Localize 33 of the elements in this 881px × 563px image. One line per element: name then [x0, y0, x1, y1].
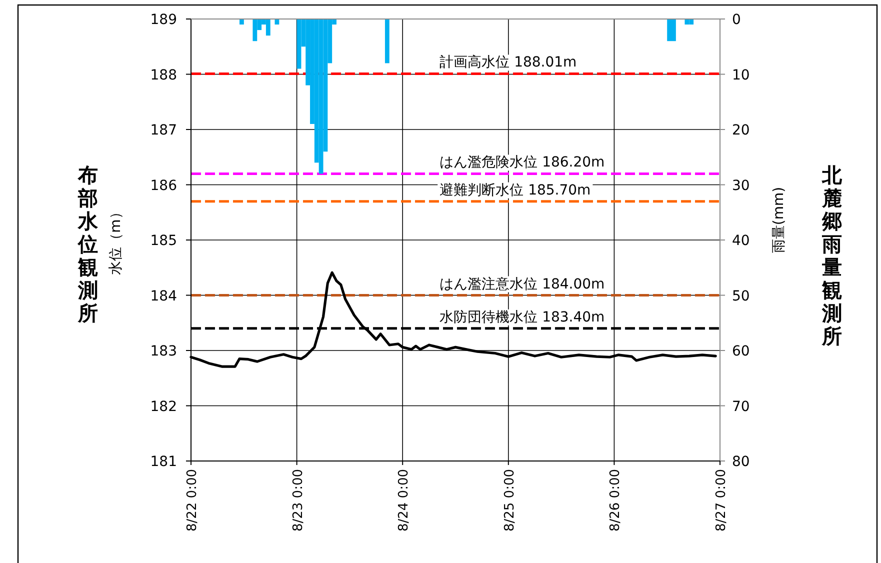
text: 布部水位観測所 [77, 163, 99, 325]
y-tick-label: 182 [150, 398, 177, 415]
ref-line-label: 水防団待機水位 183.40m [440, 309, 605, 326]
y-tick-label: 183 [150, 344, 177, 360]
y2-axis-title: 雨量(mm) [771, 186, 787, 254]
x-tick-label: 8/22 0:00 [185, 469, 200, 532]
ref-line-label: 避難判断水位 185.70m [440, 182, 591, 198]
x-tick-label: 8/23 0:00 [290, 469, 306, 532]
y2-tick-label: 40 [732, 233, 750, 249]
y2-tick-label: 10 [732, 67, 750, 84]
y2-tick-label: 30 [732, 178, 750, 194]
y-tick-label: 189 [150, 12, 177, 28]
ref-line-label: 計画高水位 188.01m [440, 54, 577, 71]
y-tick-label: 181 [150, 454, 177, 470]
y2-tick-label: 60 [732, 344, 750, 360]
y2-tick-label: 20 [732, 122, 750, 138]
y2-tick-label: 0 [732, 12, 741, 28]
y-tick-label: 186 [150, 178, 178, 194]
y-tick-label: 185 [150, 233, 177, 249]
x-tick-label: 8/26 0:00 [608, 469, 624, 532]
x-tick-label: 8/27 0:00 [714, 469, 729, 532]
ref-line-label: はん濫危険水位 186.20m [440, 154, 605, 171]
y-axis-title: 水位（m） [108, 205, 124, 275]
y2-tick-label: 50 [732, 288, 750, 304]
y-tick-label: 187 [150, 122, 177, 138]
y-tick-label: 188 [150, 67, 177, 84]
x-tick-label: 8/25 0:00 [502, 469, 518, 532]
ref-line-label: はん濫注意水位 184.00m [440, 276, 605, 292]
y2-tick-label: 70 [732, 398, 750, 415]
y-tick-label: 184 [150, 288, 178, 304]
x-tick-label: 8/24 0:00 [396, 469, 412, 532]
text: 北麓郷雨量観測所 [821, 163, 843, 348]
y2-tick-label: 80 [732, 454, 750, 470]
